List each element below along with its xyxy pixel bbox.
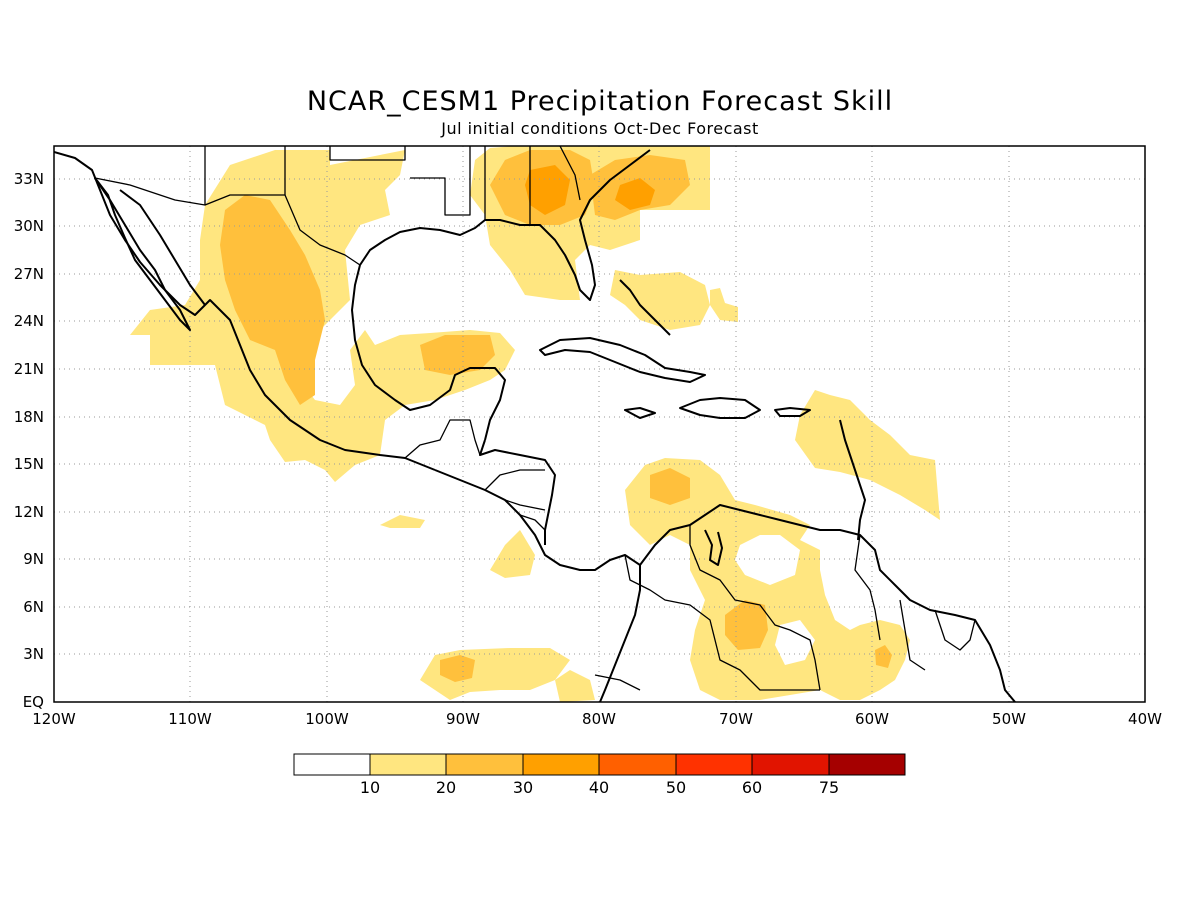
lon-tick-label: 120W [32, 710, 76, 728]
border-honduras [484, 469, 545, 491]
coastlines [54, 149, 1016, 702]
lat-tick-label: 9N [23, 550, 44, 568]
lat-tick-label: 6N [23, 598, 44, 616]
coast-jamaica [624, 407, 656, 419]
border-colombia-venezuela [689, 525, 821, 691]
shading-caribbean-blob [650, 468, 690, 505]
map-gridlines [54, 146, 1145, 702]
lon-tick-label: 40W [1128, 710, 1162, 728]
shading-bahamas-east [710, 288, 738, 322]
colorbar-label: 75 [819, 778, 839, 797]
colorbar-label: 60 [742, 778, 762, 797]
colorbar-swatch-50-60 [675, 753, 753, 776]
lat-tick-label: 15N [14, 455, 44, 473]
colorbar-swatch-20-30 [445, 753, 524, 776]
shading-galapagos-core [440, 655, 475, 682]
border-suriname-guiana [934, 609, 976, 651]
lon-tick-label: 110W [168, 710, 212, 728]
coast-caribbean-central-america [479, 439, 556, 545]
shading-gulf-campeche [420, 335, 495, 375]
shading-mexico-core [220, 195, 325, 405]
border-costa-rica [519, 514, 546, 531]
colorbar-label: 20 [436, 778, 456, 797]
shading-georgia-core [525, 165, 570, 215]
shading-panama [490, 530, 535, 578]
shading-pacific-strip [380, 515, 425, 528]
skill-shading-30-40 [525, 165, 655, 215]
border-nicaragua [504, 499, 546, 511]
lat-tick-label: 12N [14, 503, 44, 521]
colorbar: 10 20 30 40 50 60 75 [293, 753, 906, 797]
coast-mexico-gulf [351, 264, 506, 441]
lat-tick-label: 3N [23, 645, 44, 663]
map-subtitle: Jul initial conditions Oct-Dec Forecast [440, 119, 759, 138]
shading-carolina-core [615, 178, 655, 210]
shading-guyana [875, 645, 892, 668]
colorbar-swatch-below-10 [293, 753, 371, 776]
coast-hispaniola [679, 397, 761, 419]
border-panama-colombia [624, 554, 820, 691]
colorbar-swatch-60-75 [751, 753, 830, 776]
skill-shading-20-30 [220, 150, 892, 682]
lon-tick-label: 100W [305, 710, 349, 728]
colorbar-swatch-above-75 [828, 753, 906, 776]
shading-venezuela [725, 600, 768, 650]
border-ecuador-peru [594, 674, 641, 691]
coast-lesser-antilles [839, 419, 866, 541]
border-us-states-7 [559, 146, 581, 201]
border-guatemala [404, 419, 481, 459]
shading-bahamas [610, 270, 710, 330]
colorbar-swatch-40-50 [598, 753, 677, 776]
lon-tick-label: 80W [582, 710, 616, 728]
colorbar-label: 10 [360, 778, 380, 797]
lon-tick-label: 90W [446, 710, 480, 728]
map-title: NCAR_CESM1 Precipitation Forecast Skill [307, 86, 893, 117]
coast-maracaibo [704, 529, 723, 566]
colorbar-swatch-30-40 [522, 753, 600, 776]
coast-texas-louisiana [359, 149, 651, 301]
map-frame [53, 145, 1146, 703]
colorbar-label: 30 [513, 778, 533, 797]
coast-mexico-pacific [54, 151, 436, 471]
lon-tick-labels: 120W 110W 100W 90W 80W 70W 60W 50W 40W [32, 710, 1162, 728]
coast-bahamas [619, 279, 671, 336]
lon-tick-label: 70W [719, 710, 753, 728]
border-guyana-suriname [899, 599, 926, 671]
border-venezuela-guyana [854, 534, 881, 641]
lat-tick-label: 18N [14, 408, 44, 426]
lat-tick-label: 33N [14, 170, 44, 188]
border-us-mexico [94, 177, 361, 266]
political-borders [94, 146, 976, 691]
lat-tick-label: 24N [14, 312, 44, 330]
border-us-states-3 [329, 146, 406, 161]
coast-baja [94, 177, 191, 331]
lon-tick-label: 50W [992, 710, 1026, 728]
skill-gaps [735, 535, 860, 665]
lon-tick-label: 60W [855, 710, 889, 728]
border-us-states-4 [410, 146, 471, 216]
lat-tick-label: 27N [14, 265, 44, 283]
coast-puerto-rico [774, 407, 811, 417]
lat-tick-label: EQ [23, 693, 44, 711]
map-area [54, 146, 1145, 702]
lat-tick-label: 30N [14, 217, 44, 235]
lat-tick-label: 21N [14, 360, 44, 378]
colorbar-swatch-10-20 [369, 753, 447, 776]
shading-lesser-antilles [795, 390, 940, 520]
shading-ecuador [555, 670, 595, 702]
coast-south-america-north [639, 504, 1016, 702]
lat-tick-labels: EQ 3N 6N 9N 12N 15N 18N 21N 24N 27N 30N … [14, 170, 44, 711]
coast-gulf-of-california [119, 189, 206, 306]
colorbar-label: 50 [666, 778, 686, 797]
coast-cuba [539, 337, 706, 383]
colorbar-label: 40 [589, 778, 609, 797]
